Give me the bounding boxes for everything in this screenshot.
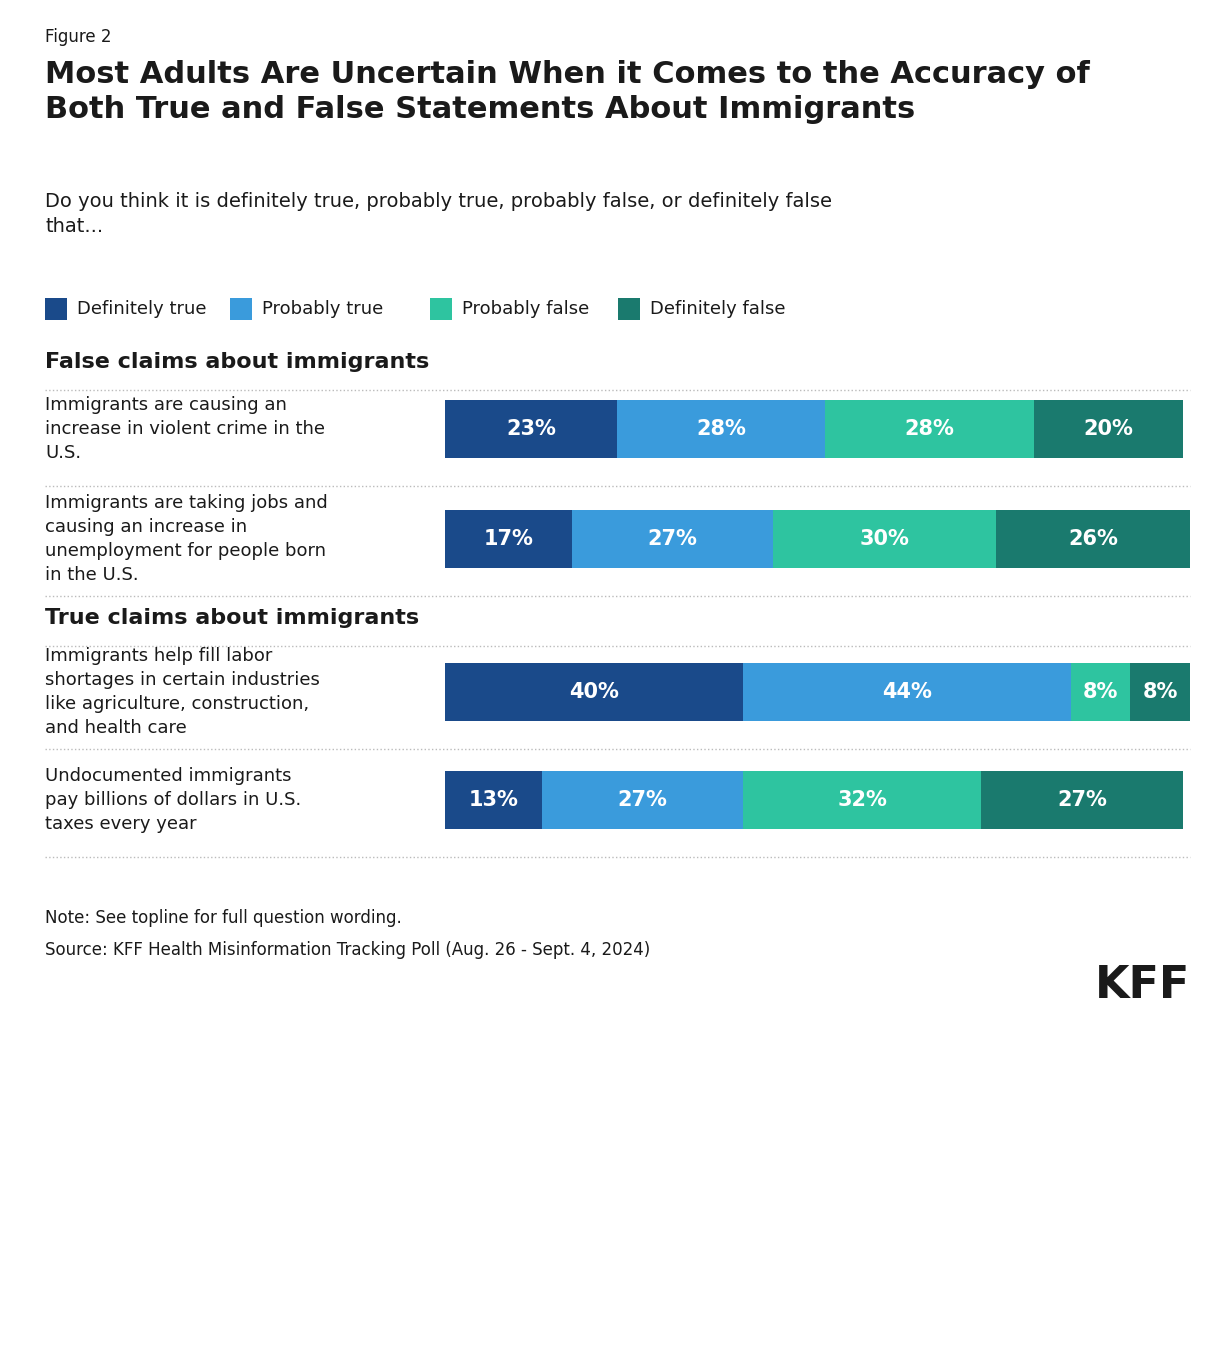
Text: 27%: 27% [648,529,698,549]
Bar [743,772,981,829]
Bar [997,510,1190,568]
Text: Definitely true: Definitely true [77,300,206,319]
Text: Do you think it is definitely true, probably true, probably false, or definitely: Do you think it is definitely true, prob… [45,193,832,236]
Text: 44%: 44% [882,682,932,702]
Bar [445,510,572,568]
Text: Immigrants are taking jobs and
causing an increase in
unemployment for people bo: Immigrants are taking jobs and causing a… [45,494,328,584]
Text: 8%: 8% [1083,682,1119,702]
Text: 30%: 30% [860,529,910,549]
Bar [981,772,1182,829]
Text: 27%: 27% [617,791,667,810]
Text: 8%: 8% [1142,682,1177,702]
Text: 32%: 32% [837,791,887,810]
Bar [445,663,743,721]
Bar [773,510,997,568]
Bar [429,298,451,320]
Text: True claims about immigrants: True claims about immigrants [45,607,420,628]
Text: 40%: 40% [570,682,620,702]
Text: 20%: 20% [1083,419,1133,439]
Text: Note: See topline for full question wording.: Note: See topline for full question word… [45,909,401,928]
Text: 13%: 13% [468,791,518,810]
Text: False claims about immigrants: False claims about immigrants [45,353,429,372]
Bar [572,510,773,568]
Text: 23%: 23% [506,419,556,439]
Text: Source: KFF Health Misinformation Tracking Poll (Aug. 26 - Sept. 4, 2024): Source: KFF Health Misinformation Tracki… [45,941,650,959]
Text: Definitely false: Definitely false [650,300,786,319]
Bar [616,400,825,458]
Text: 26%: 26% [1069,529,1118,549]
Bar [825,400,1033,458]
Bar [45,298,67,320]
Text: 28%: 28% [904,419,954,439]
Text: KFF: KFF [1094,964,1189,1008]
Bar [1033,400,1182,458]
Text: Probably false: Probably false [462,300,589,319]
Text: Figure 2: Figure 2 [45,28,111,46]
Text: Probably true: Probably true [262,300,383,319]
Text: 28%: 28% [695,419,745,439]
Bar [542,772,743,829]
Bar [743,663,1071,721]
Bar [1071,663,1131,721]
Bar [231,298,253,320]
Text: Most Adults Are Uncertain When it Comes to the Accuracy of
Both True and False S: Most Adults Are Uncertain When it Comes … [45,60,1089,123]
Text: Immigrants help fill labor
shortages in certain industries
like agriculture, con: Immigrants help fill labor shortages in … [45,647,320,738]
Text: Immigrants are causing an
increase in violent crime in the
U.S.: Immigrants are causing an increase in vi… [45,396,325,462]
Bar [445,400,616,458]
Bar [445,772,542,829]
Text: Undocumented immigrants
pay billions of dollars in U.S.
taxes every year: Undocumented immigrants pay billions of … [45,766,301,834]
Text: 17%: 17% [483,529,533,549]
Bar [619,298,640,320]
Bar [1131,663,1190,721]
Text: 27%: 27% [1057,791,1107,810]
